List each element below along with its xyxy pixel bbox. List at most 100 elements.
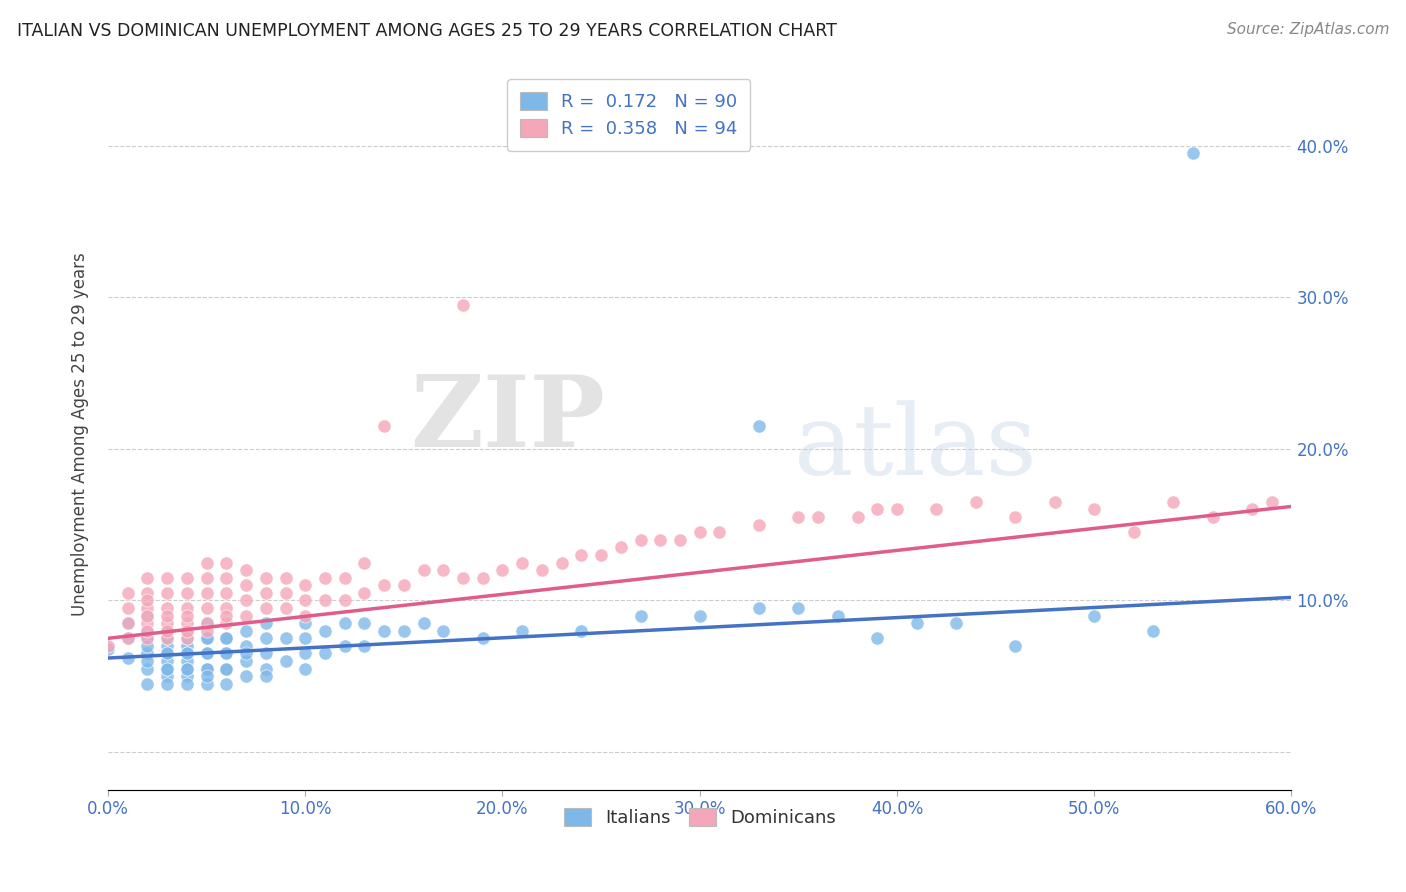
Point xyxy=(254,616,277,631)
Point xyxy=(1004,639,1026,653)
Point xyxy=(254,571,277,585)
Point xyxy=(451,298,474,312)
Point xyxy=(353,556,375,570)
Point xyxy=(195,647,218,661)
Point xyxy=(156,586,179,600)
Point xyxy=(373,624,395,638)
Point xyxy=(314,647,336,661)
Point xyxy=(254,632,277,646)
Point xyxy=(569,624,592,638)
Point xyxy=(866,632,889,646)
Point xyxy=(550,556,572,570)
Point xyxy=(945,616,967,631)
Point xyxy=(195,662,218,676)
Point xyxy=(215,662,238,676)
Point xyxy=(136,608,159,623)
Point xyxy=(195,624,218,638)
Point xyxy=(156,632,179,646)
Point xyxy=(471,632,494,646)
Point xyxy=(136,677,159,691)
Point xyxy=(471,571,494,585)
Point xyxy=(294,608,316,623)
Point xyxy=(117,651,139,665)
Point xyxy=(748,517,770,532)
Point xyxy=(156,662,179,676)
Point xyxy=(156,624,179,638)
Point xyxy=(176,654,198,668)
Point xyxy=(136,616,159,631)
Point xyxy=(195,616,218,631)
Point xyxy=(254,669,277,683)
Point xyxy=(176,601,198,615)
Point xyxy=(333,593,356,607)
Point xyxy=(117,616,139,631)
Point xyxy=(254,662,277,676)
Point xyxy=(373,578,395,592)
Point xyxy=(353,616,375,631)
Point xyxy=(373,419,395,434)
Point xyxy=(176,677,198,691)
Point xyxy=(156,624,179,638)
Point xyxy=(176,662,198,676)
Point xyxy=(294,632,316,646)
Point xyxy=(807,510,830,524)
Point xyxy=(235,669,257,683)
Point xyxy=(215,616,238,631)
Point xyxy=(136,654,159,668)
Point xyxy=(235,647,257,661)
Point xyxy=(176,608,198,623)
Point xyxy=(117,601,139,615)
Point xyxy=(432,563,454,577)
Point xyxy=(136,647,159,661)
Point xyxy=(748,419,770,434)
Point xyxy=(314,571,336,585)
Point xyxy=(294,647,316,661)
Point xyxy=(925,502,948,516)
Y-axis label: Unemployment Among Ages 25 to 29 years: Unemployment Among Ages 25 to 29 years xyxy=(72,252,89,615)
Point xyxy=(235,593,257,607)
Point xyxy=(235,624,257,638)
Point xyxy=(215,647,238,661)
Point xyxy=(136,571,159,585)
Point xyxy=(136,608,159,623)
Point xyxy=(156,616,179,631)
Point xyxy=(195,571,218,585)
Point xyxy=(176,647,198,661)
Point xyxy=(195,616,218,631)
Point xyxy=(117,632,139,646)
Point xyxy=(412,616,434,631)
Point xyxy=(1261,495,1284,509)
Point xyxy=(254,586,277,600)
Point xyxy=(353,639,375,653)
Point xyxy=(235,654,257,668)
Point xyxy=(97,642,120,657)
Point xyxy=(176,624,198,638)
Text: ZIP: ZIP xyxy=(411,371,605,468)
Point xyxy=(1240,502,1263,516)
Point xyxy=(136,632,159,646)
Point xyxy=(1201,510,1223,524)
Point xyxy=(156,669,179,683)
Point xyxy=(1043,495,1066,509)
Point xyxy=(314,593,336,607)
Point xyxy=(156,608,179,623)
Point xyxy=(136,632,159,646)
Point xyxy=(510,556,533,570)
Point xyxy=(136,624,159,638)
Point xyxy=(886,502,908,516)
Point xyxy=(195,601,218,615)
Point xyxy=(136,639,159,653)
Point xyxy=(1142,624,1164,638)
Point xyxy=(333,571,356,585)
Point xyxy=(156,677,179,691)
Point xyxy=(1083,608,1105,623)
Point xyxy=(195,632,218,646)
Point xyxy=(176,662,198,676)
Point xyxy=(195,556,218,570)
Point xyxy=(215,571,238,585)
Point xyxy=(254,601,277,615)
Point xyxy=(195,647,218,661)
Point xyxy=(176,624,198,638)
Point xyxy=(610,541,633,555)
Point xyxy=(846,510,869,524)
